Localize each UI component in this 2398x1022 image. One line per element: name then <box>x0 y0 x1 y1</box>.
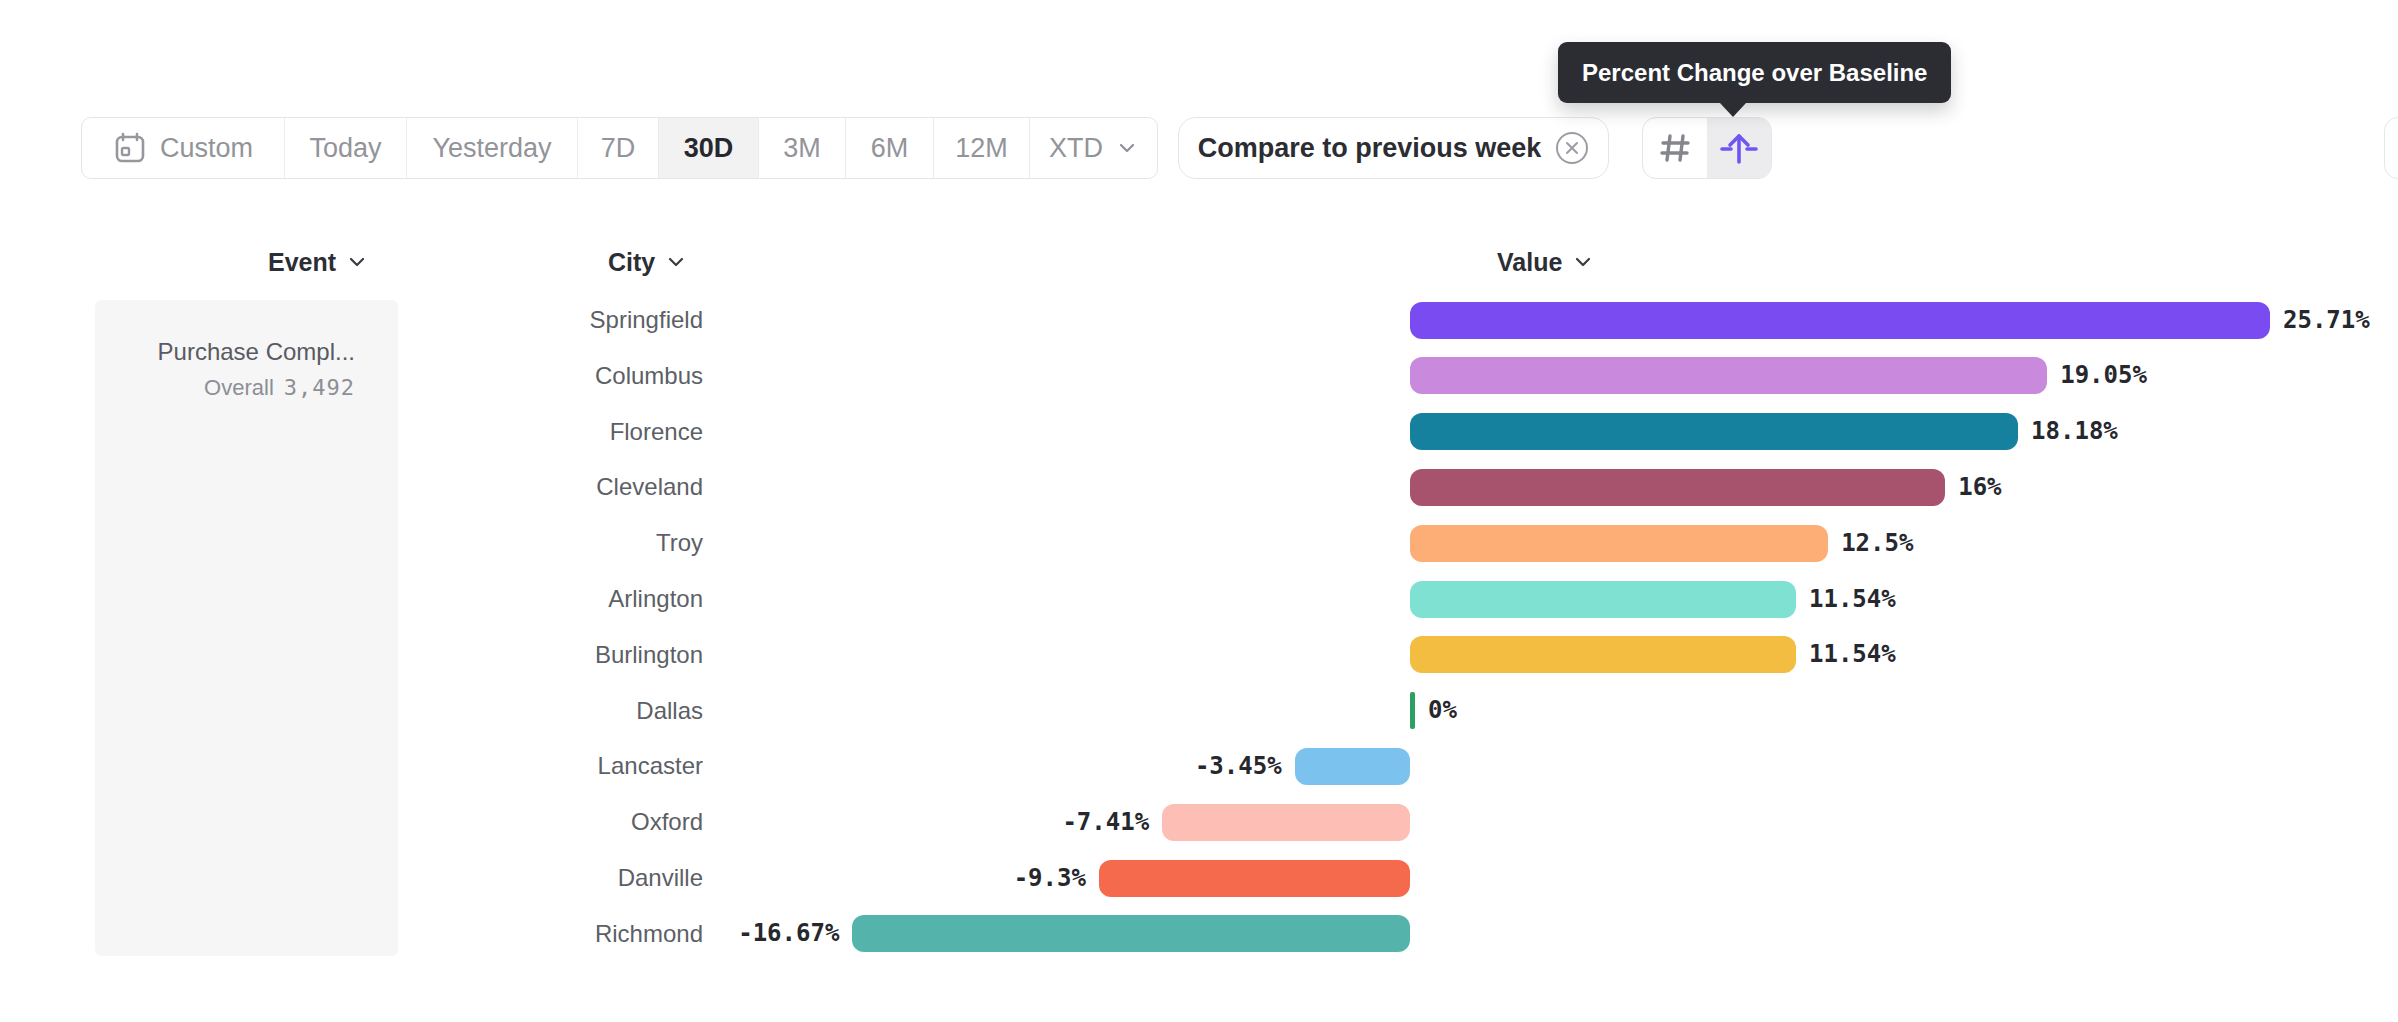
date-range-3m[interactable]: 3M <box>759 118 846 178</box>
date-range-7d[interactable]: 7D <box>578 118 659 178</box>
bar-richmond[interactable] <box>852 915 1410 952</box>
value-label: 18.18% <box>2031 413 2118 450</box>
value-label: 25.71% <box>2283 302 2370 339</box>
date-range-30d[interactable]: 30D <box>659 118 759 178</box>
chevron-down-icon <box>665 251 687 273</box>
date-range-label: 7D <box>601 133 636 164</box>
city-label: Troy <box>400 528 703 558</box>
value-label: 19.05% <box>2060 357 2147 394</box>
value-label: 0% <box>1428 692 1457 729</box>
clipped-right-button[interactable] <box>2384 117 2398 179</box>
percent-change-button[interactable] <box>1707 118 1771 178</box>
calendar-icon <box>113 131 147 165</box>
chevron-down-icon <box>1572 251 1594 273</box>
city-column-header[interactable]: City <box>608 245 687 279</box>
bar-danville[interactable] <box>1099 860 1410 897</box>
value-column-header[interactable]: Value <box>1497 245 1594 279</box>
tooltip: Percent Change over Baseline <box>1558 42 1951 103</box>
date-range-xtd[interactable]: XTD <box>1030 118 1157 178</box>
date-range-label: Custom <box>160 133 253 164</box>
tooltip-text: Percent Change over Baseline <box>1582 59 1927 86</box>
value-label: 12.5% <box>1841 525 1913 562</box>
city-column-label: City <box>608 248 655 277</box>
bar-cleveland[interactable] <box>1410 469 1945 506</box>
compare-chip-label: Compare to previous week <box>1198 133 1542 164</box>
date-range-6m[interactable]: 6M <box>846 118 934 178</box>
event-overall: Overall 3,492 <box>158 375 355 401</box>
overall-value: 3,492 <box>284 375 355 400</box>
event-name: Purchase Compl... <box>158 338 355 366</box>
bar-arlington[interactable] <box>1410 581 1796 618</box>
event-column-header[interactable]: Event <box>268 245 368 279</box>
date-range-today[interactable]: Today <box>285 118 407 178</box>
hash-icon <box>1655 128 1695 168</box>
chevron-down-icon <box>346 251 368 273</box>
date-range-label: 3M <box>783 133 821 164</box>
absolute-values-button[interactable] <box>1643 118 1707 178</box>
baseline-arrow-icon <box>1717 126 1761 170</box>
bar-oxford[interactable] <box>1162 804 1410 841</box>
city-label: Florence <box>400 417 703 447</box>
value-label: -16.67% <box>738 915 839 952</box>
date-range-label: XTD <box>1049 133 1103 164</box>
value-label: -3.45% <box>1195 748 1282 785</box>
value-label: 11.54% <box>1809 636 1896 673</box>
value-label: 16% <box>1958 469 2001 506</box>
date-range-label: 12M <box>955 133 1008 164</box>
bar-florence[interactable] <box>1410 413 2018 450</box>
city-label: Richmond <box>400 919 703 949</box>
view-toggle-group <box>1642 117 1772 179</box>
bar-dallas[interactable] <box>1410 692 1415 729</box>
date-range-toolbar: Custom Today Yesterday 7D 30D 3M 6M 12M XTD <box>81 117 1158 179</box>
bar-burlington[interactable] <box>1410 636 1796 673</box>
bar-lancaster[interactable] <box>1295 748 1410 785</box>
value-label: -9.3% <box>1014 860 1086 897</box>
compare-chip[interactable]: Compare to previous week <box>1178 117 1609 179</box>
city-label: Cleveland <box>400 472 703 502</box>
city-label: Dallas <box>400 696 703 726</box>
city-label: Burlington <box>400 640 703 670</box>
tooltip-arrow <box>1720 103 1746 117</box>
event-column-label: Event <box>268 248 336 277</box>
date-range-label: 30D <box>684 133 734 164</box>
event-card-content: Purchase Compl... Overall 3,492 <box>158 338 355 401</box>
date-range-custom[interactable]: Custom <box>82 118 285 178</box>
chevron-down-icon <box>1116 137 1138 159</box>
city-label: Oxford <box>400 807 703 837</box>
date-range-12m[interactable]: 12M <box>934 118 1030 178</box>
date-range-label: Yesterday <box>432 133 551 164</box>
bar-troy[interactable] <box>1410 525 1828 562</box>
date-range-label: Today <box>309 133 381 164</box>
date-range-label: 6M <box>871 133 909 164</box>
overall-label: Overall <box>204 375 274 400</box>
bar-columbus[interactable] <box>1410 357 2047 394</box>
value-column-label: Value <box>1497 248 1562 277</box>
city-label: Danville <box>400 863 703 893</box>
circled-x-icon[interactable] <box>1555 131 1589 165</box>
value-label: 11.54% <box>1809 581 1896 618</box>
bar-springfield[interactable] <box>1410 302 2270 339</box>
city-label: Lancaster <box>400 751 703 781</box>
date-range-yesterday[interactable]: Yesterday <box>407 118 578 178</box>
city-label: Springfield <box>400 305 703 335</box>
value-label: -7.41% <box>1062 804 1149 841</box>
event-card[interactable]: Purchase Compl... Overall 3,492 <box>95 300 398 956</box>
city-label: Arlington <box>400 584 703 614</box>
city-label: Columbus <box>400 361 703 391</box>
